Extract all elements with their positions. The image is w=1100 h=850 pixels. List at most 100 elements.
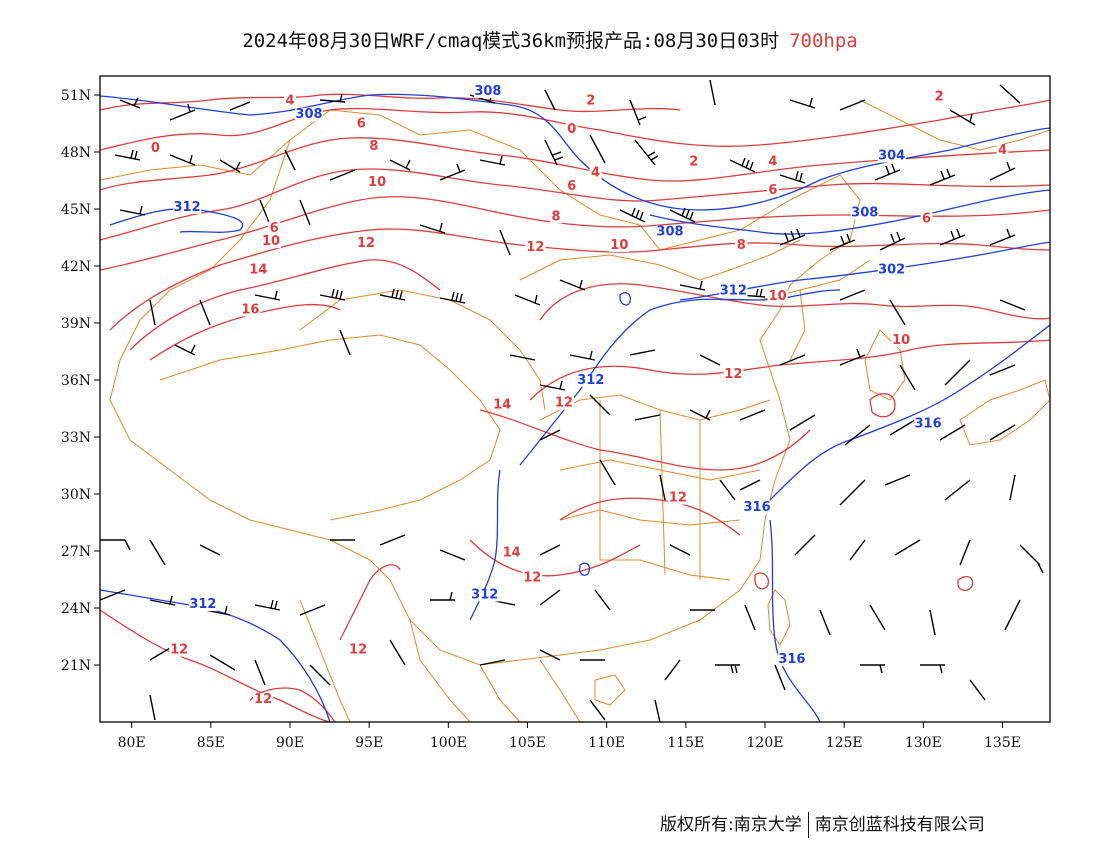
- copyright-right: 南京创蓝科技有限公司: [814, 815, 985, 835]
- height-label-bg: [877, 263, 906, 277]
- wind-barb: [509, 354, 536, 361]
- temperature-label-bg: [367, 140, 380, 154]
- y-tick-label: 45N: [61, 202, 91, 218]
- height-label-bg: [473, 85, 502, 98]
- wind-barb: [499, 229, 511, 256]
- temperature-label: 10: [262, 234, 280, 249]
- wind-barb: [119, 97, 141, 109]
- qinghai-border: [299, 289, 546, 411]
- wind-barb: [209, 654, 236, 671]
- temperature-label: 0: [151, 141, 160, 156]
- temperature-label-bg: [169, 643, 190, 657]
- wind-barb: [199, 544, 221, 556]
- temperature-label: 12: [254, 692, 272, 707]
- wind-barb: [839, 479, 866, 506]
- wind-barb: [1009, 474, 1016, 501]
- wind-barb: [794, 534, 816, 556]
- temperature-contour: [469, 539, 641, 577]
- wind-barb: [439, 291, 466, 304]
- wind-barb: [439, 163, 466, 181]
- footer-separator: [807, 812, 809, 838]
- y-tick-label: 30N: [61, 487, 91, 503]
- temperature-label: 12: [349, 643, 367, 658]
- axes: 80E 85E 90E 95E 100E 105E 110E 115E 120E 125E 130E…: [61, 88, 1021, 751]
- temperature-label-bg: [240, 303, 261, 317]
- title-text: 2024年08月30日WRF/cmaq模式36km预报产品:08月30日03时: [242, 30, 780, 52]
- wind-barb: [659, 474, 666, 501]
- wind-barb: [589, 394, 611, 416]
- height-contour: [519, 289, 841, 466]
- temperature-label: 2: [689, 154, 698, 169]
- temperature-label-bg: [766, 155, 779, 169]
- wind-barb: [634, 139, 659, 166]
- wind-barb: [229, 101, 251, 111]
- temperature-label-bg: [149, 142, 162, 155]
- temperature-label: 10: [769, 289, 787, 304]
- height-label-bg: [173, 200, 202, 214]
- wind-barb: [599, 459, 616, 486]
- wind-barb: [479, 659, 506, 666]
- wind-barb: [379, 534, 406, 546]
- wind-barb: [430, 591, 455, 601]
- height-label: 308: [474, 84, 501, 99]
- wind-barb: [654, 699, 661, 722]
- temperature-contour: [559, 497, 741, 536]
- temperature-label-bg: [525, 240, 546, 254]
- wind-barb: [619, 207, 646, 223]
- wind-barb: [860, 664, 885, 674]
- height-label: 316: [915, 417, 942, 432]
- wind-barb: [899, 364, 916, 391]
- mongolia-border: [100, 99, 1050, 181]
- temperature-label: 12: [669, 491, 687, 506]
- wind-barb: [514, 294, 541, 306]
- tibet-border: [159, 334, 501, 521]
- temperature-label-bg: [356, 237, 376, 250]
- wind-barb: [874, 163, 901, 181]
- temperature-label-bg: [367, 176, 388, 190]
- chart-title: 2024年08月30日WRF/cmaq模式36km预报产品:08月30日03时 7…: [0, 26, 1100, 53]
- temperature-contour: [339, 564, 401, 641]
- height-contour: [649, 189, 1050, 235]
- wind-barb: [329, 169, 356, 181]
- temperature-label: 14: [249, 263, 267, 278]
- wind-barb: [254, 659, 266, 686]
- temperature-label-bg: [723, 368, 744, 382]
- wind-barb: [319, 93, 346, 103]
- temperature-label: 12: [724, 367, 742, 382]
- temperature-label-bg: [767, 290, 788, 304]
- wind-barb: [839, 99, 866, 111]
- wind-barb: [679, 280, 706, 291]
- temperature-label-bg: [766, 183, 779, 197]
- wind-barb: [219, 159, 241, 173]
- wind-barb: [989, 364, 1016, 376]
- wind-barb: [829, 233, 856, 251]
- wind-barb: [1019, 544, 1044, 574]
- wind-barb: [774, 664, 786, 691]
- temperature-contour: [539, 283, 1050, 321]
- x-tick-label: 90E: [276, 735, 304, 751]
- temperature-label: 14: [503, 546, 521, 561]
- wind-barb: [739, 409, 766, 421]
- height-label-bg: [470, 588, 499, 602]
- temperature-label-bg: [348, 643, 369, 657]
- wind-barb: [284, 149, 296, 171]
- temperature-contour: [100, 609, 331, 722]
- wind-barb: [819, 609, 831, 636]
- wind-barb: [719, 479, 736, 501]
- wind-barb: [664, 659, 681, 681]
- wind-barb: [254, 599, 281, 611]
- y-tick-label: 36N: [61, 373, 91, 389]
- wind-barb: [539, 544, 561, 556]
- wind-barb: [989, 161, 1016, 181]
- temperature-label: 8: [551, 209, 560, 224]
- temperature-label: 6: [567, 179, 576, 194]
- wind-barb: [789, 97, 816, 109]
- wind-barb: [779, 228, 806, 246]
- wind-barb: [119, 205, 146, 216]
- x-tick-label: 110E: [588, 735, 625, 751]
- temperature-label: 4: [768, 154, 777, 169]
- wind-barb: [669, 207, 696, 223]
- y-tick-label: 48N: [61, 145, 91, 161]
- wind-barb: [539, 589, 561, 606]
